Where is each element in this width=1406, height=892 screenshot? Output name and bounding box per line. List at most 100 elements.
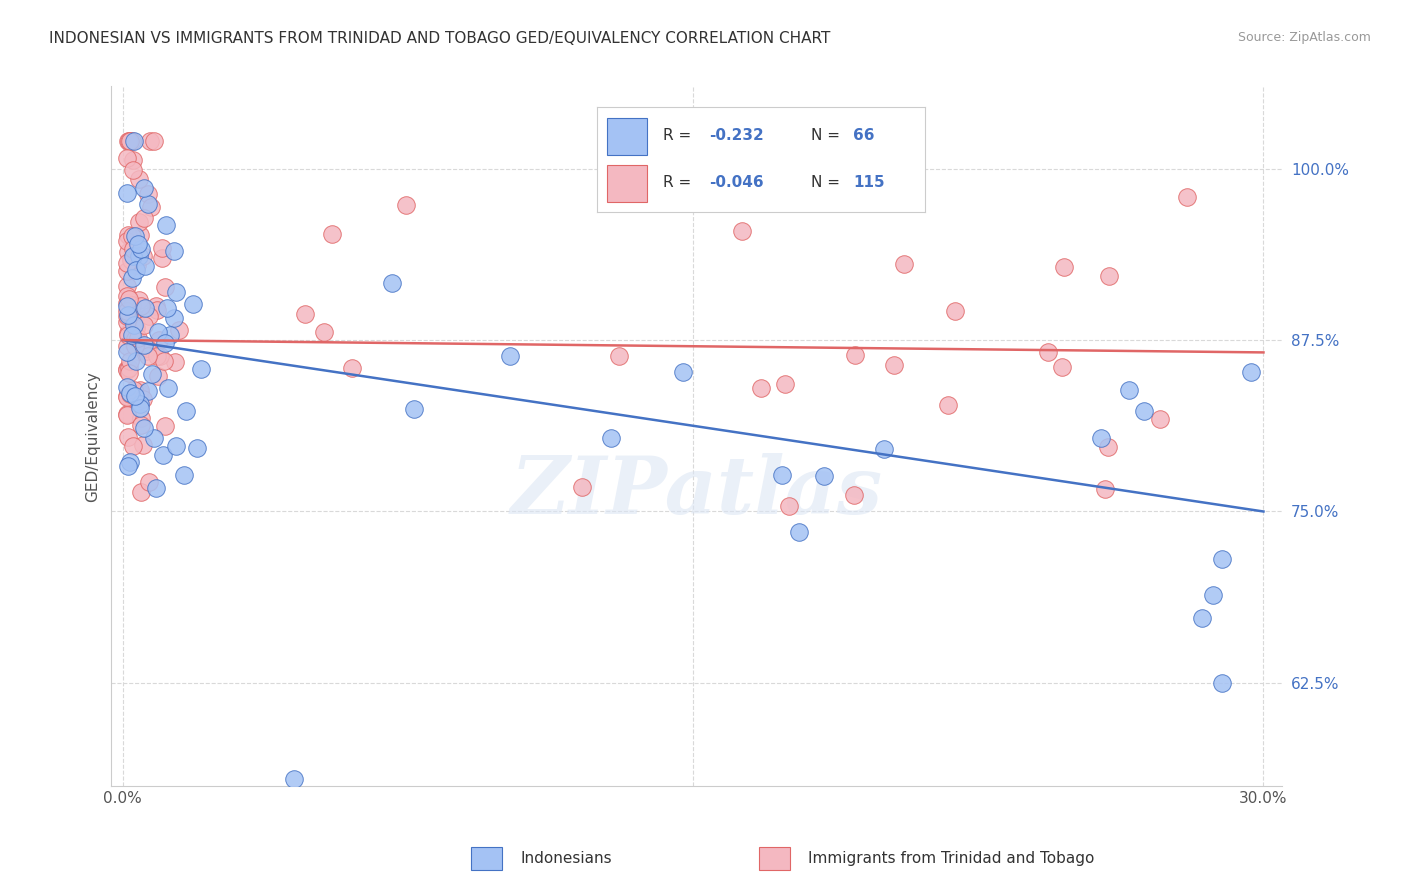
Point	[873, 442, 896, 456]
Point	[600, 431, 623, 445]
Point	[142, 134, 165, 148]
Point	[153, 280, 176, 294]
Point	[1098, 269, 1121, 284]
Point	[125, 354, 148, 368]
Point	[138, 310, 160, 324]
Point	[1036, 344, 1059, 359]
Point	[128, 401, 150, 415]
Point	[1052, 360, 1074, 375]
Point	[115, 363, 138, 377]
Point	[122, 242, 145, 256]
Point	[128, 249, 150, 263]
Point	[118, 134, 141, 148]
Point	[773, 377, 796, 392]
Point	[1149, 412, 1171, 426]
Point	[129, 418, 152, 433]
Point	[132, 338, 155, 352]
Point	[156, 301, 179, 316]
Point	[136, 384, 159, 398]
Point	[115, 278, 138, 293]
Point	[778, 500, 800, 514]
Point	[149, 349, 172, 363]
Point	[131, 242, 153, 256]
Point	[1097, 440, 1119, 454]
Point	[146, 369, 169, 384]
Point	[129, 484, 152, 499]
Point	[122, 134, 145, 148]
Point	[936, 398, 959, 412]
Point	[128, 171, 150, 186]
Point	[132, 438, 155, 452]
Point	[120, 386, 142, 401]
Point	[122, 318, 145, 332]
Point	[122, 331, 145, 345]
Point	[155, 219, 177, 233]
Point	[813, 469, 835, 483]
Point	[183, 296, 205, 310]
Point	[138, 134, 160, 148]
Point	[121, 134, 143, 148]
Point	[402, 402, 425, 417]
Point	[124, 338, 146, 352]
Point	[321, 227, 343, 242]
Point	[115, 310, 138, 324]
Point	[173, 467, 195, 482]
Point	[127, 331, 149, 345]
Point	[124, 228, 146, 243]
Point	[893, 257, 915, 271]
Point	[153, 354, 176, 368]
Point	[117, 186, 139, 201]
Point	[124, 388, 146, 402]
Point	[117, 326, 139, 340]
Point	[118, 366, 141, 380]
Point	[117, 244, 139, 259]
Point	[121, 298, 143, 312]
Point	[146, 325, 169, 339]
Point	[146, 303, 169, 318]
Point	[751, 381, 773, 395]
Point	[129, 227, 152, 242]
Point	[121, 229, 143, 244]
Point	[1201, 589, 1223, 603]
Point	[122, 153, 145, 167]
Point	[128, 215, 150, 229]
Point	[167, 323, 190, 337]
Point	[150, 251, 173, 265]
Point	[129, 298, 152, 312]
Point	[115, 389, 138, 403]
Point	[150, 241, 173, 255]
Point	[118, 307, 141, 321]
Y-axis label: GED/Equivalency: GED/Equivalency	[86, 371, 100, 501]
Point	[115, 361, 138, 376]
Point	[136, 186, 159, 201]
Point	[1177, 190, 1199, 204]
Point	[121, 327, 143, 342]
Point	[124, 327, 146, 342]
Point	[190, 362, 212, 376]
Point	[1053, 260, 1076, 274]
Point	[134, 259, 156, 273]
Point	[115, 295, 138, 310]
Text: ZIPatlas: ZIPatlas	[510, 453, 883, 531]
Text: Indonesians: Indonesians	[520, 851, 612, 865]
Point	[134, 301, 156, 315]
Point	[136, 349, 159, 363]
Point	[132, 181, 155, 195]
Point	[118, 361, 141, 376]
Point	[844, 488, 866, 502]
Point	[312, 325, 335, 339]
Point	[115, 234, 138, 248]
Point	[143, 431, 166, 445]
Point	[127, 335, 149, 350]
Point	[153, 335, 176, 350]
Point	[132, 318, 155, 333]
Point	[117, 134, 139, 148]
Point	[115, 344, 138, 359]
Point	[128, 293, 150, 307]
Point	[146, 349, 169, 363]
Point	[117, 227, 139, 242]
Point	[787, 524, 810, 539]
Point	[117, 430, 139, 444]
Point	[152, 448, 174, 462]
Point	[145, 299, 167, 313]
